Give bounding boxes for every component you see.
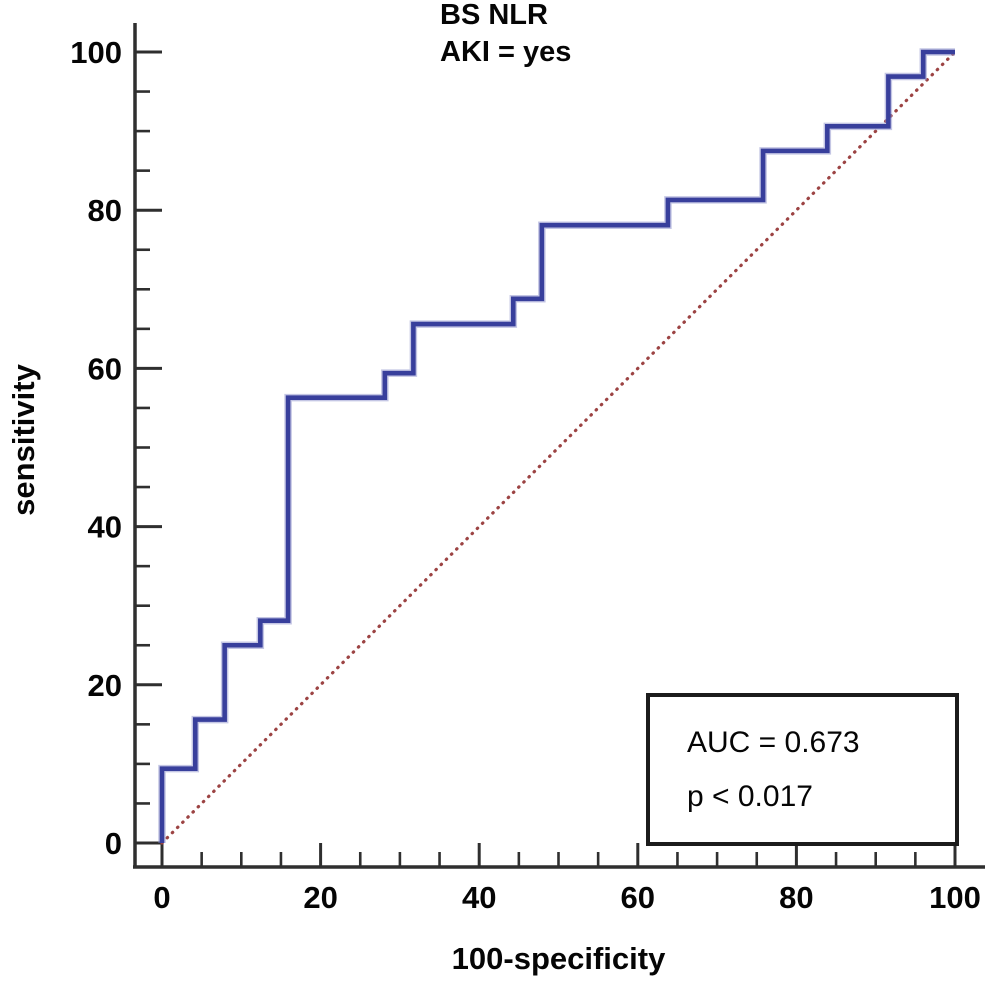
x-tick-label: 100 xyxy=(929,880,981,915)
chart-subtitle: AKI = yes xyxy=(440,36,572,68)
x-axis-title: 100-specificity xyxy=(451,941,666,976)
x-tick-label: 40 xyxy=(462,880,496,915)
y-tick-label: 100 xyxy=(70,35,122,70)
y-tick-label: 0 xyxy=(105,826,122,861)
roc-curve-path xyxy=(159,49,955,843)
y-tick-label: 80 xyxy=(88,193,122,228)
p-value-text: p < 0.017 xyxy=(687,780,813,813)
x-tick-label: 80 xyxy=(779,880,813,915)
auc-value-text: AUC = 0.673 xyxy=(687,726,860,759)
y-axis-title: sensitivity xyxy=(6,364,41,516)
y-tick-label: 40 xyxy=(88,510,122,545)
x-tick-label: 60 xyxy=(621,880,655,915)
chart-title: BS NLR xyxy=(440,0,548,31)
reference-diagonal-line xyxy=(160,50,957,845)
auc-annotation-box: AUC = 0.673 p < 0.017 xyxy=(646,693,959,846)
x-tick-label: 20 xyxy=(303,880,337,915)
y-tick-label: 60 xyxy=(88,351,122,386)
y-tick-label: 20 xyxy=(88,668,122,703)
chart-title-block: BS NLR AKI = yes xyxy=(440,0,571,71)
x-tick-label: 0 xyxy=(153,880,170,915)
